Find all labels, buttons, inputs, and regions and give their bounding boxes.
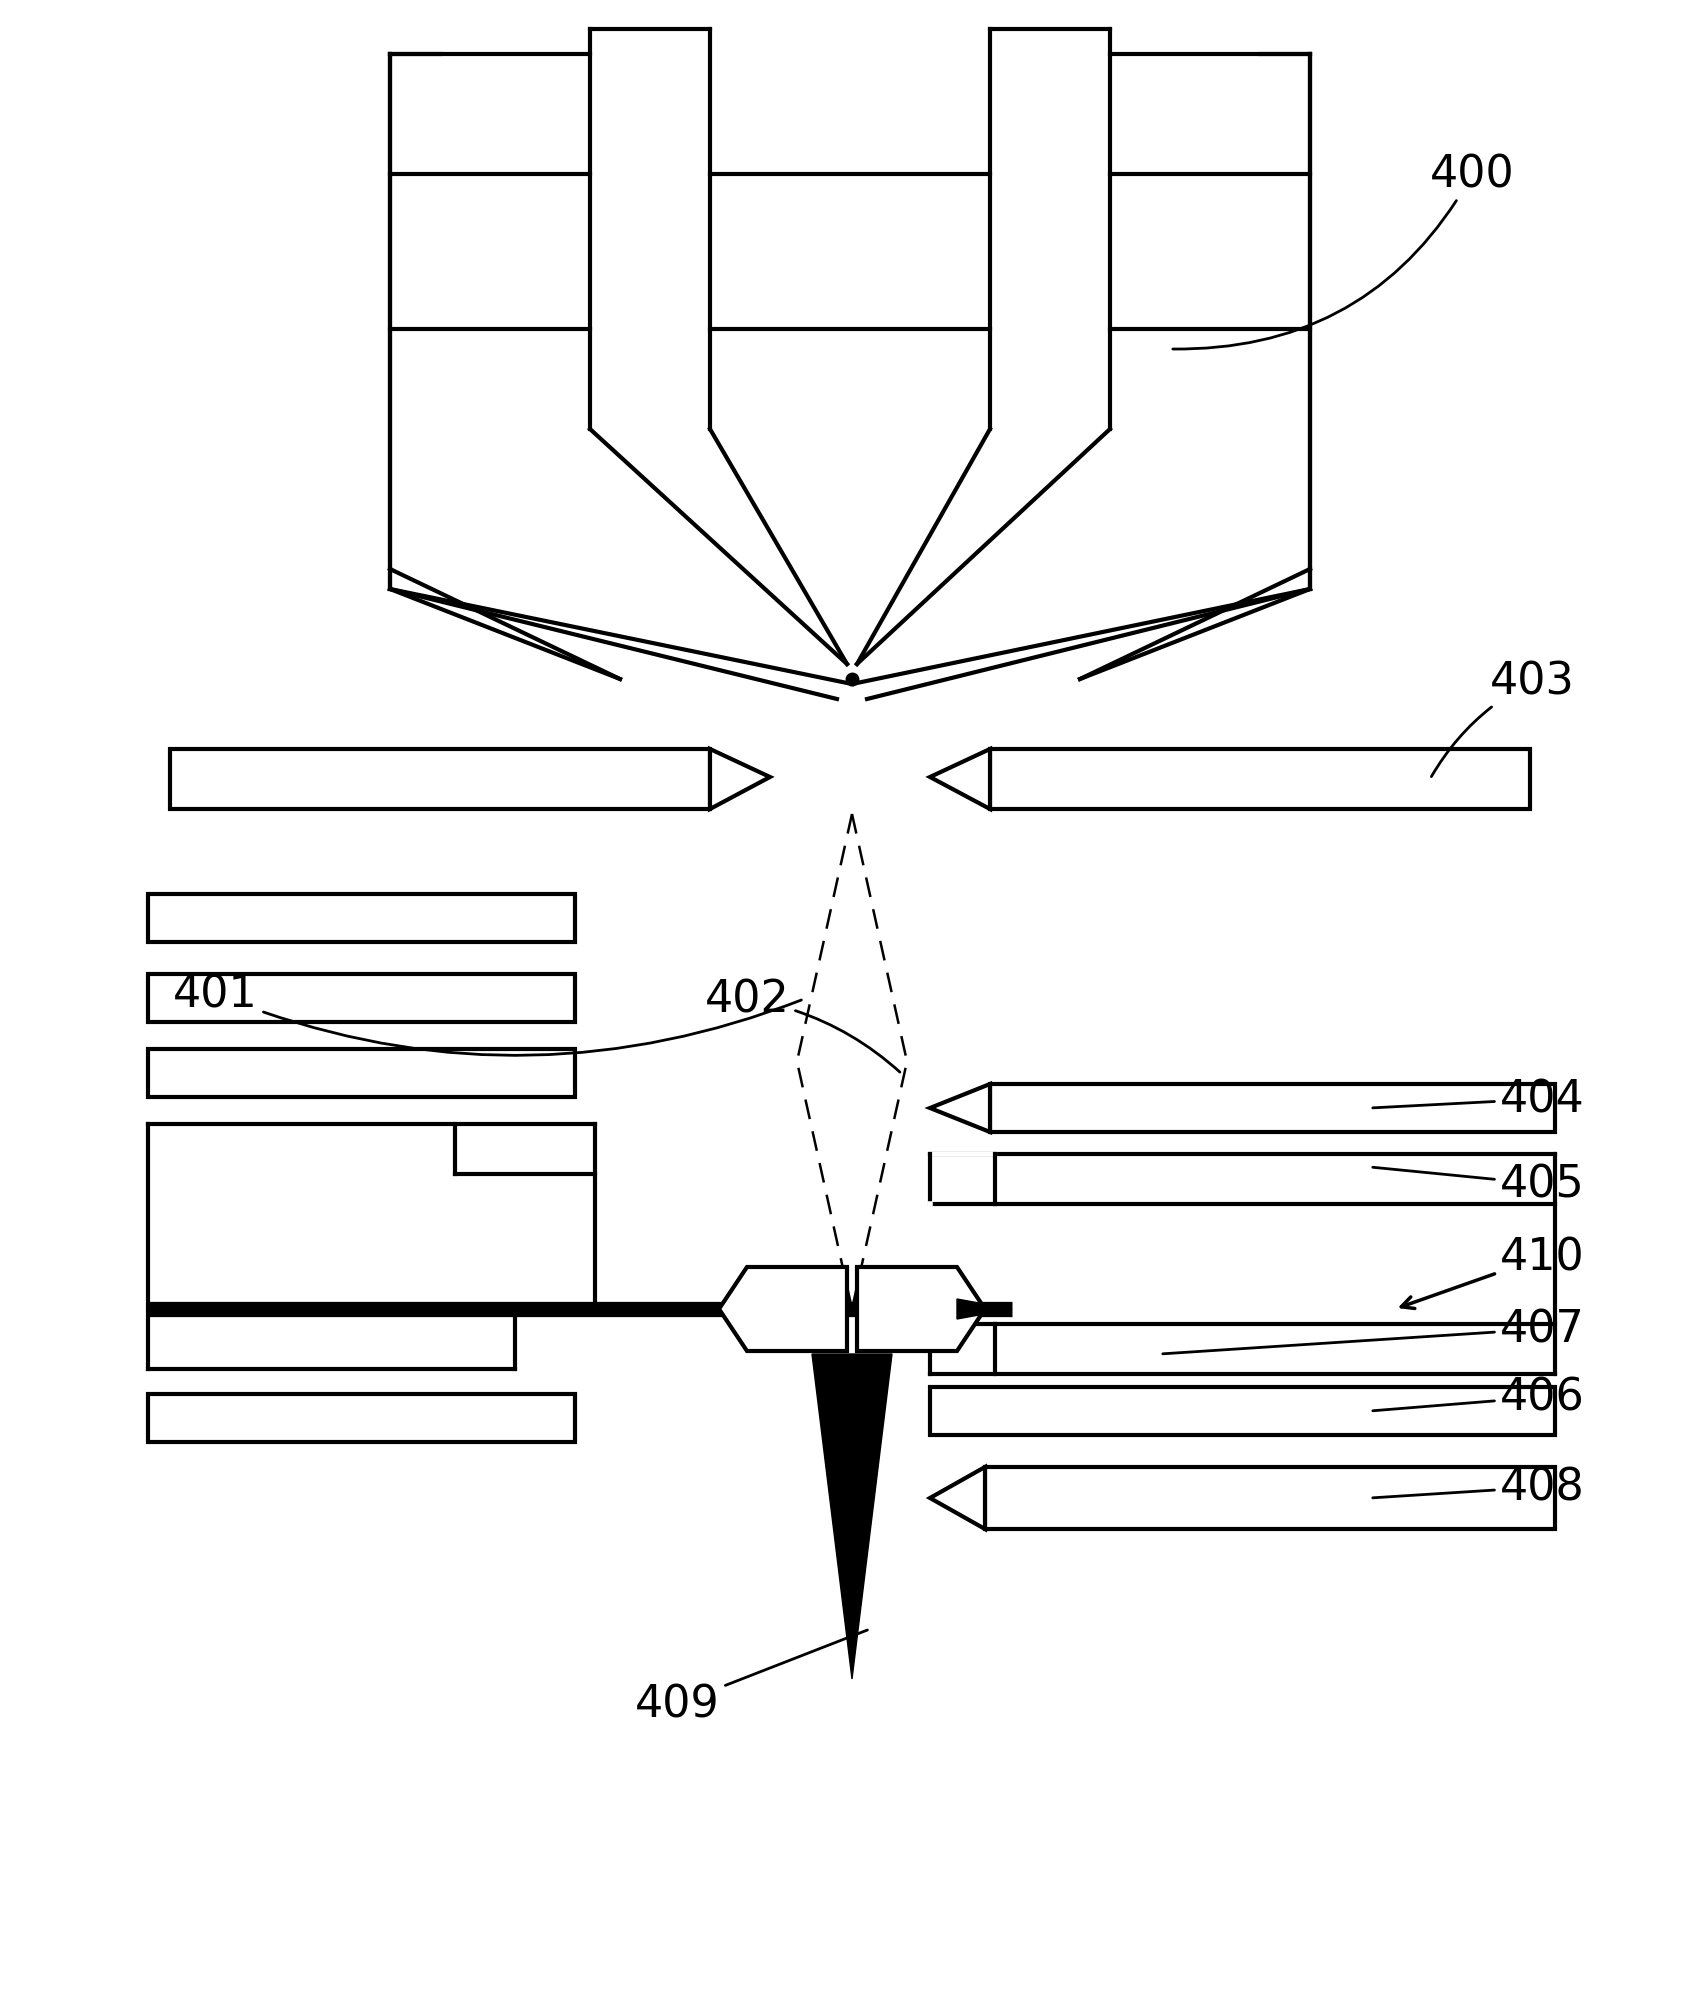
Bar (148, 975, 574, 1023)
Text: 407: 407 (1162, 1309, 1585, 1355)
Bar (985, 1467, 1556, 1528)
Text: 401: 401 (174, 973, 801, 1055)
Text: 404: 404 (1373, 1079, 1585, 1121)
Text: 406: 406 (1373, 1377, 1585, 1419)
Polygon shape (857, 1267, 985, 1351)
Bar (170, 749, 711, 809)
Text: 403: 403 (1431, 659, 1574, 777)
Polygon shape (930, 749, 990, 809)
Polygon shape (958, 1299, 1012, 1319)
Polygon shape (711, 749, 770, 809)
Bar (990, 749, 1530, 809)
Text: 405: 405 (1373, 1163, 1585, 1207)
Text: 409: 409 (636, 1630, 867, 1726)
Text: 408: 408 (1373, 1467, 1585, 1508)
Polygon shape (930, 1085, 990, 1133)
Text: 402: 402 (705, 977, 900, 1073)
Polygon shape (719, 1267, 847, 1351)
Bar (990, 1085, 1556, 1133)
Bar (148, 1049, 574, 1097)
Bar (148, 895, 574, 943)
Text: 400: 400 (1172, 154, 1515, 350)
Bar (148, 1395, 574, 1443)
Text: 410: 410 (1401, 1237, 1585, 1309)
Polygon shape (813, 1355, 891, 1678)
Polygon shape (930, 1467, 985, 1528)
Bar (930, 1387, 1556, 1435)
